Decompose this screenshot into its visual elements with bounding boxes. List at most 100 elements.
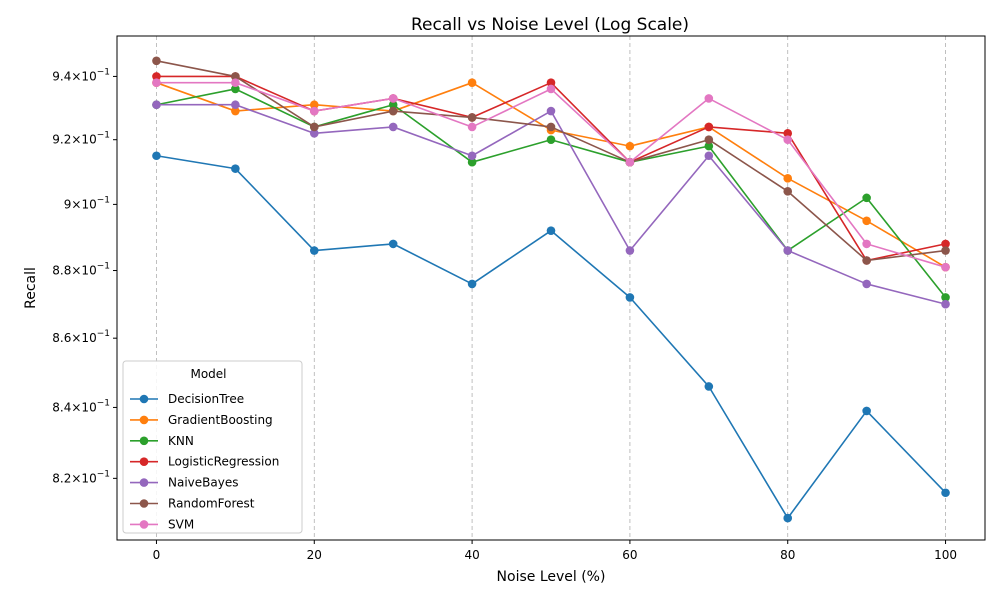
- data-point-logisticregression: [783, 129, 793, 138]
- legend-label: DecisionTree: [168, 392, 244, 406]
- legend-label: NaiveBayes: [168, 476, 238, 490]
- y-ticks: 8.2×10−1 8.4×10−1 8.6×10−1 8.8×10−1 9×10−1 9.…: [52, 67, 117, 485]
- legend-title: Model: [190, 367, 226, 381]
- legend-item-knn: KNN: [130, 434, 194, 448]
- data-point-logisticregression: [546, 78, 556, 87]
- y-tick-label: 9.2×10−1: [52, 131, 110, 147]
- data-point-decisiontree: [231, 164, 240, 173]
- data-point-svm: [467, 122, 477, 132]
- data-point-gradientboosting: [309, 100, 319, 110]
- data-point-decisiontree: [783, 513, 793, 523]
- y-tick-label: 8.4×10−1: [52, 398, 110, 414]
- x-tick-label: 20: [307, 548, 322, 562]
- data-point-logisticregression: [941, 239, 950, 249]
- data-point-svm: [625, 157, 635, 167]
- data-point-naivebayes: [309, 129, 319, 138]
- series-naivebayes: [152, 100, 950, 309]
- chart-title: Recall vs Noise Level (Log Scale): [411, 15, 689, 35]
- data-point-logisticregression: [704, 122, 714, 132]
- x-tick-label: 80: [780, 548, 795, 562]
- data-point-gradientboosting: [467, 78, 477, 87]
- legend-item-logisticregression: LogisticRegression: [130, 455, 279, 469]
- x-axis-title: Noise Level (%): [497, 569, 606, 585]
- legend-label: RandomForest: [168, 497, 255, 511]
- data-point-svm: [704, 94, 714, 103]
- y-tick-label: 8.2×10−1: [52, 469, 110, 485]
- legend-label: GradientBoosting: [168, 413, 273, 427]
- x-tick-label: 60: [622, 548, 637, 562]
- data-point-knn: [862, 193, 871, 203]
- series-randomforest: [152, 56, 950, 265]
- legend-item-randomforest: RandomForest: [130, 497, 255, 511]
- data-point-decisiontree: [388, 239, 398, 249]
- legend-swatch-marker: [139, 457, 149, 467]
- data-point-naivebayes: [152, 100, 161, 110]
- data-point-naivebayes: [388, 122, 398, 132]
- data-point-naivebayes: [783, 246, 793, 255]
- y-tick-label: 9.4×10−1: [52, 67, 110, 83]
- data-point-knn: [231, 84, 240, 94]
- legend-swatch-marker: [139, 478, 149, 487]
- legend-box: [122, 360, 303, 534]
- data-point-randomforest: [783, 187, 793, 196]
- legend-item-decisiontree: DecisionTree: [130, 392, 244, 406]
- x-tick-label: 40: [464, 548, 479, 562]
- data-point-randomforest: [704, 135, 714, 145]
- legend-swatch-marker: [139, 415, 149, 425]
- legend-item-gradientboosting: GradientBoosting: [130, 413, 273, 427]
- legend-item-svm: SVM: [130, 517, 194, 531]
- data-point-naivebayes: [625, 246, 635, 255]
- data-point-randomforest: [467, 113, 477, 122]
- legend-item-naivebayes: NaiveBayes: [130, 476, 238, 490]
- data-point-decisiontree: [704, 382, 714, 391]
- data-point-gradientboosting: [231, 106, 240, 116]
- data-point-gradientboosting: [625, 141, 635, 151]
- legend-swatch-marker: [139, 520, 149, 529]
- data-point-randomforest: [309, 122, 319, 132]
- data-point-svm: [152, 78, 161, 87]
- data-point-knn: [388, 100, 398, 110]
- data-point-naivebayes: [941, 299, 950, 309]
- data-point-naivebayes: [862, 279, 871, 289]
- legend-swatch-marker: [139, 436, 149, 446]
- data-point-svm: [941, 262, 950, 272]
- data-point-gradientboosting: [862, 216, 871, 226]
- legend-label: KNN: [168, 434, 194, 448]
- data-point-decisiontree: [309, 246, 319, 255]
- data-point-svm: [231, 78, 240, 87]
- legend-swatch-marker: [139, 394, 149, 404]
- data-point-naivebayes: [231, 100, 240, 110]
- data-point-decisiontree: [467, 279, 477, 289]
- series-svm: [152, 78, 950, 272]
- data-point-decisiontree: [625, 293, 635, 302]
- x-ticks: 0 20 40 60 80 100: [153, 540, 957, 562]
- data-point-randomforest: [546, 122, 556, 132]
- data-point-svm: [388, 94, 398, 103]
- data-point-randomforest: [862, 256, 871, 265]
- series-decisiontree: [152, 151, 950, 523]
- data-point-randomforest: [388, 106, 398, 116]
- data-point-naivebayes: [546, 106, 556, 116]
- data-point-logisticregression: [152, 72, 161, 81]
- legend-label: SVM: [168, 517, 194, 531]
- data-point-svm: [309, 106, 319, 116]
- legend: Model DecisionTree GradientBoosting KNN Logi…: [122, 360, 303, 534]
- data-point-randomforest: [152, 56, 161, 66]
- legend-label: LogisticRegression: [168, 455, 279, 469]
- data-point-naivebayes: [704, 151, 714, 161]
- data-point-gradientboosting: [783, 174, 793, 183]
- plot-frame: [116, 35, 986, 541]
- data-point-svm: [862, 239, 871, 249]
- y-axis-title: Recall: [23, 267, 39, 309]
- data-point-knn: [941, 293, 950, 302]
- x-tick-label: 0: [153, 548, 161, 562]
- y-tick-label: 8.6×10−1: [52, 329, 110, 345]
- data-point-decisiontree: [862, 406, 871, 416]
- data-point-svm: [783, 135, 793, 145]
- y-tick-label: 8.8×10−1: [52, 262, 110, 278]
- series-layer: [152, 56, 950, 523]
- data-point-knn: [467, 157, 477, 167]
- data-point-decisiontree: [941, 488, 950, 498]
- data-point-svm: [546, 84, 556, 94]
- data-point-randomforest: [941, 246, 950, 255]
